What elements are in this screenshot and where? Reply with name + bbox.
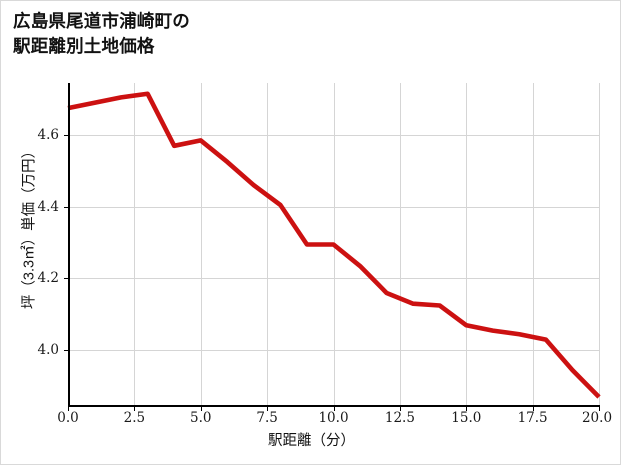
page-title: 広島県尾道市浦崎町の 駅距離別土地価格: [13, 11, 190, 56]
x-tick-mark: [466, 407, 468, 411]
y-tick-label: 4.2: [37, 270, 59, 287]
gridline-horizontal: [68, 206, 599, 208]
x-tick-label: 12.5: [384, 410, 415, 426]
x-tick-label: 5.0: [190, 410, 212, 426]
gridline-horizontal: [68, 134, 599, 136]
x-tick-label: 20.0: [581, 410, 613, 426]
plot-area: [67, 83, 601, 406]
x-axis-spine: [68, 405, 600, 407]
x-tick-mark: [532, 407, 534, 411]
y-tick-mark: [64, 278, 68, 280]
y-tick-mark: [64, 350, 68, 352]
x-tick-label: 0.0: [57, 410, 79, 426]
x-tick-label: 15.0: [451, 410, 482, 426]
gridline-horizontal: [68, 350, 599, 352]
gridline-vertical: [399, 83, 401, 406]
x-tick-label: 17.5: [517, 410, 548, 426]
x-tick-mark: [599, 407, 600, 411]
gridline-vertical: [200, 83, 202, 406]
x-tick-mark: [267, 407, 269, 411]
gridline-horizontal: [68, 278, 599, 280]
gridline-vertical: [134, 83, 136, 406]
x-tick-label: 7.5: [256, 410, 278, 426]
y-axis-spine: [68, 83, 70, 407]
x-tick-label: 2.5: [123, 410, 146, 426]
x-tick-mark: [333, 407, 335, 411]
y-tick-label: 4.4: [37, 198, 59, 215]
x-tick-mark: [200, 407, 202, 411]
x-tick-mark: [399, 407, 401, 411]
y-axis-title: 坪（3.3㎡）単価（万円）: [21, 143, 38, 310]
x-tick-label: 10.0: [318, 410, 349, 426]
x-tick-mark: [68, 407, 69, 411]
x-axis-title: 駅距離（分）: [268, 433, 355, 449]
y-tick-label: 4.0: [37, 342, 59, 359]
y-tick-mark: [64, 134, 68, 136]
gridline-vertical: [532, 83, 534, 406]
x-tick-mark: [134, 407, 136, 411]
gridline-vertical: [267, 83, 269, 406]
gridline-vertical: [599, 83, 600, 406]
data-series-line: [67, 91, 601, 399]
y-tick-label: 4.6: [37, 126, 59, 143]
gridline-vertical: [466, 83, 468, 406]
y-tick-mark: [64, 206, 68, 208]
